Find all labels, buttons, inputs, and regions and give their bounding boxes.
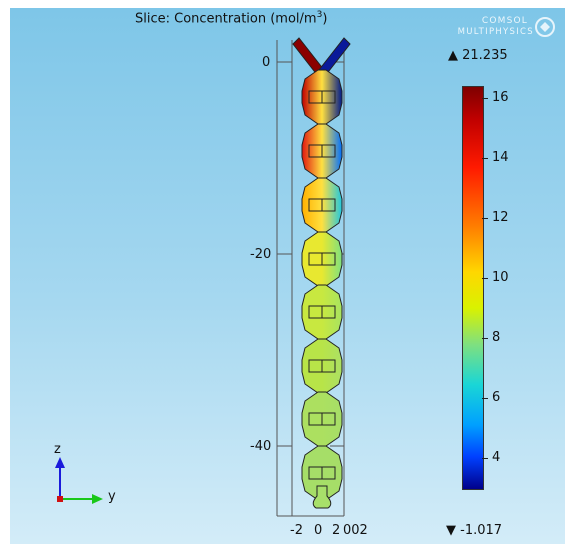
colorbar-tick bbox=[482, 338, 488, 339]
geometry-plot: 0 -20 -40 -2 0 2 002 bbox=[250, 37, 368, 538]
y-tick-label-2: 2 bbox=[332, 523, 340, 538]
mixer-chambers bbox=[301, 69, 343, 501]
colorbar-tick bbox=[482, 458, 488, 459]
colorbar-tick-label: 16 bbox=[492, 90, 509, 105]
colorbar-tick-label: 4 bbox=[492, 450, 501, 465]
axis-triad: z y bbox=[48, 442, 128, 514]
plot-title: Slice: Concentration (mol/m3) bbox=[135, 10, 328, 27]
colorbar-tick-label: 12 bbox=[492, 210, 509, 225]
triad-y-label: y bbox=[108, 489, 116, 504]
colorbar-tick bbox=[482, 98, 488, 99]
colorbar-tick-label: 10 bbox=[492, 270, 509, 285]
graphics-viewport[interactable]: Slice: Concentration (mol/m3) COMSOL MUL… bbox=[10, 8, 565, 544]
comsol-emblem-icon bbox=[535, 17, 555, 37]
triad-z-label: z bbox=[54, 442, 61, 457]
y-tick-label-neg2: -2 bbox=[290, 523, 303, 538]
colorbar-min-label: ▼ -1.017 bbox=[446, 523, 503, 538]
colorbar-tick-label: 6 bbox=[492, 390, 501, 405]
outlet bbox=[312, 485, 332, 509]
colorbar-tick bbox=[482, 398, 488, 399]
colorbar bbox=[462, 86, 484, 490]
z-tick-label-40: -40 bbox=[250, 439, 271, 454]
axis-triad-icon bbox=[55, 457, 103, 504]
z-tick-label-20: -20 bbox=[250, 247, 271, 262]
comsol-logo: COMSOL MULTIPHYSICS bbox=[418, 14, 558, 44]
colorbar-tick bbox=[482, 218, 488, 219]
logo-text-comsol: COMSOL bbox=[481, 16, 528, 26]
colorbar-tick bbox=[482, 278, 488, 279]
colorbar-tick-label: 14 bbox=[492, 150, 509, 165]
logo-text-multiphysics: MULTIPHYSICS bbox=[457, 27, 534, 37]
y-tick-label-overlap: 002 bbox=[343, 523, 368, 538]
y-tick-label-0: 0 bbox=[314, 523, 322, 538]
z-tick-label-0: 0 bbox=[262, 55, 270, 70]
colorbar-tick-label: 8 bbox=[492, 330, 501, 345]
colorbar-tick bbox=[482, 158, 488, 159]
colorbar-max-label: ▲ 21.235 bbox=[448, 48, 508, 63]
